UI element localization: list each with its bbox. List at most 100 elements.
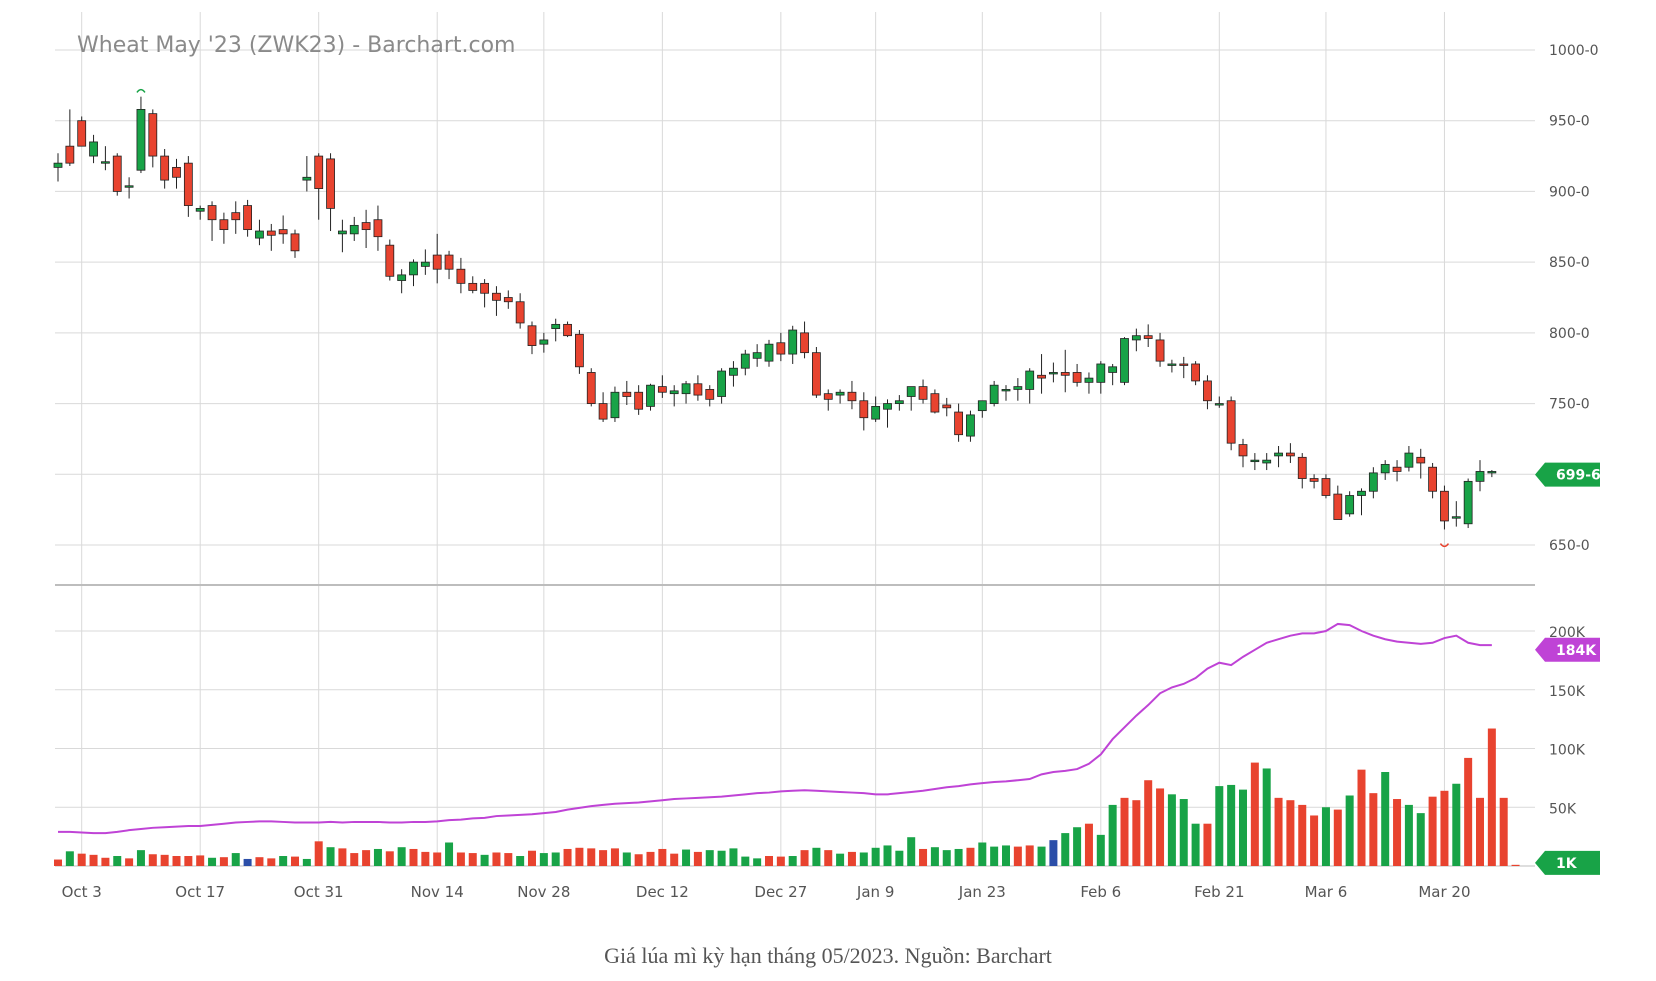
candle-body xyxy=(1333,493,1343,520)
candle-body xyxy=(1428,466,1437,492)
price-tick-label: 900-0 xyxy=(1549,184,1590,200)
volume-bar xyxy=(705,850,714,866)
candle-body xyxy=(77,120,87,147)
volume-tick-label: 150K xyxy=(1549,684,1586,700)
high-marker xyxy=(136,88,146,93)
volume-bar xyxy=(1286,800,1295,866)
volume-bar xyxy=(670,853,679,866)
candle-body xyxy=(1203,380,1212,402)
volume-bar xyxy=(184,856,193,866)
candle-body xyxy=(1037,374,1046,379)
volume-bar xyxy=(302,858,311,866)
candle-body xyxy=(847,391,857,402)
candle-body xyxy=(219,219,229,231)
volume-bar xyxy=(136,850,145,866)
volume-tick-label: 200K xyxy=(1549,625,1586,641)
value-badges: 699-6 184K 1K xyxy=(1535,462,1601,875)
volume-bar xyxy=(646,851,655,866)
volume-bar xyxy=(1073,827,1082,866)
candle-body xyxy=(456,268,466,284)
volume-bar xyxy=(717,850,726,866)
volume-bar xyxy=(1227,784,1236,866)
candle-body xyxy=(1060,372,1070,376)
volume-bar xyxy=(622,852,631,866)
candle-body xyxy=(1179,363,1189,366)
volume-bar xyxy=(1345,795,1354,866)
candle-body xyxy=(800,332,809,354)
volume-bar xyxy=(65,851,74,866)
candle-body xyxy=(1475,471,1485,482)
candle-body xyxy=(1321,478,1331,496)
volume-bar xyxy=(480,854,489,866)
candle-body xyxy=(788,329,798,355)
volume-bar xyxy=(729,848,738,866)
candle-body xyxy=(1380,463,1390,474)
volume-bar xyxy=(1440,790,1449,866)
candle-body xyxy=(349,224,359,235)
candle-body xyxy=(551,323,561,330)
candle-body xyxy=(1451,516,1461,519)
volume-bar xyxy=(836,853,845,866)
figure-caption: Giá lúa mì kỳ hạn tháng 05/2023. Nguồn: … xyxy=(604,943,1052,968)
volume-bar xyxy=(125,858,134,866)
volume-bar xyxy=(1215,786,1224,866)
date-tick-label: Feb 6 xyxy=(1080,883,1121,901)
price-tick-label: 950-0 xyxy=(1549,114,1590,130)
candle-body xyxy=(361,222,371,231)
candle-body xyxy=(610,391,620,419)
volume-bar xyxy=(492,852,501,866)
candle-body xyxy=(172,166,181,178)
open-interest-badge-text: 184K xyxy=(1556,643,1597,659)
volume-badge: 1K xyxy=(1535,850,1600,875)
candle-body xyxy=(480,282,490,294)
price-axis: 1000-0 950-0 900-0 850-0 800-0 750-0 650-0 xyxy=(1549,43,1599,554)
volume-bar xyxy=(385,851,394,866)
volume-bar xyxy=(1274,797,1283,866)
volume-bar xyxy=(279,856,288,866)
open-interest-line xyxy=(58,622,1492,835)
candle-body xyxy=(1286,452,1295,457)
volume-bar xyxy=(89,854,98,866)
candle-body xyxy=(409,261,418,276)
candle-body xyxy=(1487,471,1497,474)
volume-bar xyxy=(1250,762,1259,866)
candle-body xyxy=(966,414,975,437)
candle-body xyxy=(385,244,395,277)
volume-bar xyxy=(326,847,335,866)
candle-body xyxy=(646,384,655,407)
volume-bar xyxy=(907,837,916,866)
date-tick-label: Feb 21 xyxy=(1194,883,1244,901)
volume-bar xyxy=(267,858,276,866)
volume-bar xyxy=(599,850,608,866)
open-interest-badge-shape xyxy=(1535,637,1600,662)
x-axis-labels: Oct 3 Oct 17 Oct 31 Nov 14 Nov 28 Dec 12 Dec 2… xyxy=(62,883,1471,901)
candle-body xyxy=(1345,495,1355,515)
candle-body xyxy=(527,325,537,346)
candle-body xyxy=(326,158,335,209)
candle-body xyxy=(124,185,134,188)
candle-body xyxy=(1049,372,1058,375)
date-tick-label: Oct 17 xyxy=(175,883,225,901)
candle-body xyxy=(1143,335,1153,339)
volume-bar xyxy=(1369,793,1378,866)
candle-body xyxy=(693,383,703,396)
candle-body xyxy=(918,386,928,400)
date-tick-label: Nov 14 xyxy=(411,883,464,901)
candle-body xyxy=(444,254,454,270)
candle-body xyxy=(740,353,750,369)
candle-body xyxy=(420,261,430,267)
candlestick-series xyxy=(53,96,1497,530)
volume-bar xyxy=(990,846,999,866)
volume-bar xyxy=(587,848,596,866)
date-tick-label: Mar 20 xyxy=(1418,883,1470,901)
volume-bar xyxy=(824,850,833,866)
price-tick-label: 750-0 xyxy=(1549,397,1590,413)
volume-bar xyxy=(800,850,809,866)
volume-bar xyxy=(231,853,240,866)
volume-bar xyxy=(1487,728,1496,866)
date-tick-label: Dec 12 xyxy=(636,883,689,901)
candle-body xyxy=(752,352,762,359)
volume-bar xyxy=(504,853,513,866)
volume-bar xyxy=(77,853,86,866)
